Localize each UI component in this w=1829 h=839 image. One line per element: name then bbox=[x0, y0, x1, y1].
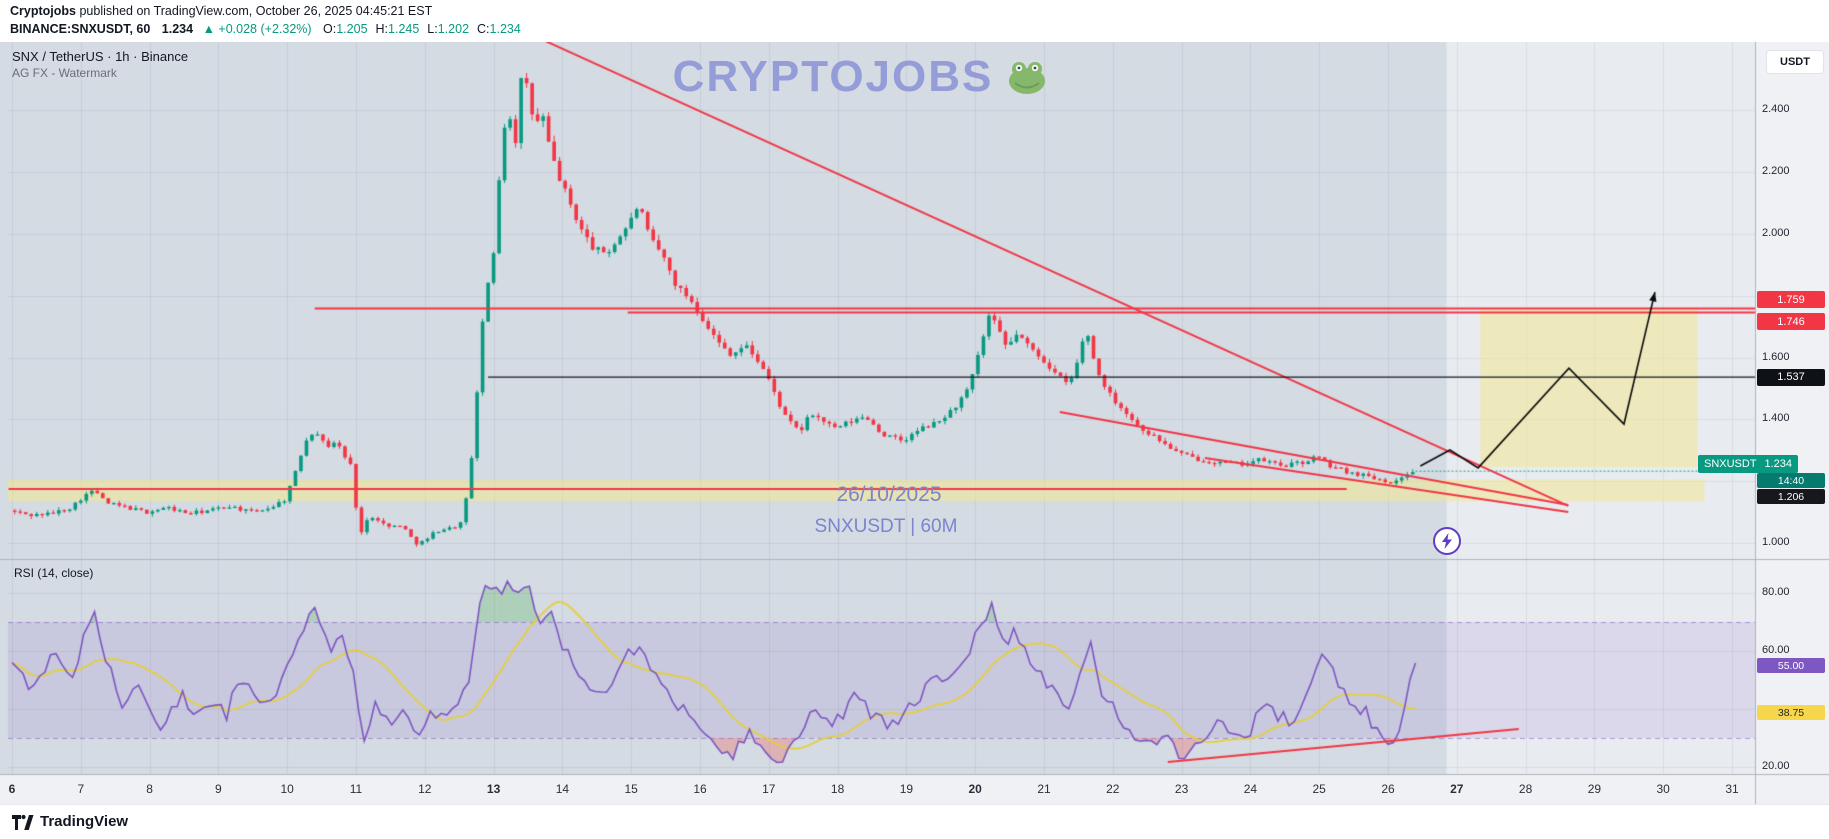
up-triangle-icon: ▲ bbox=[202, 22, 215, 36]
tradingview-logo[interactable]: TradingView bbox=[12, 812, 128, 830]
ohlc-key: L: bbox=[427, 22, 438, 36]
chart-legend: SNX / TetherUS · 1h · Binance AG FX - Wa… bbox=[12, 48, 188, 82]
annotation-symbol: SNXUSDT | 60M bbox=[814, 516, 958, 537]
time-axis[interactable] bbox=[0, 775, 1829, 805]
lightning-badge bbox=[1433, 527, 1461, 555]
symbol-title: BINANCE:SNXUSDT, 60 bbox=[10, 22, 151, 36]
symbol-info-line: BINANCE:SNXUSDT, 60 1.234 ▲ +0.028 (+2.3… bbox=[10, 22, 521, 36]
last-price: 1.234 bbox=[161, 22, 194, 36]
footer-bar: TradingView bbox=[0, 805, 1829, 839]
tradingview-brand-text: TradingView bbox=[40, 812, 129, 830]
legend-watermark-label: AG FX - Watermark bbox=[12, 66, 117, 80]
ohlc-value: 1.245 bbox=[388, 22, 420, 36]
publish-text: published on TradingView.com, October 26… bbox=[75, 4, 433, 18]
currency-button[interactable]: USDT bbox=[1766, 50, 1824, 74]
header-bar: Cryptojobs published on TradingView.com,… bbox=[0, 0, 1829, 42]
lightning-icon bbox=[1442, 533, 1452, 549]
frog-icon bbox=[1009, 62, 1046, 94]
legend-symbol: SNX / TetherUS · 1h · Binance bbox=[12, 49, 189, 64]
watermark-text: CRYPTOJOBS bbox=[672, 52, 994, 101]
ohlc-value: 1.205 bbox=[336, 22, 368, 36]
tradingview-mark-icon bbox=[12, 814, 34, 830]
ohlc-key: H: bbox=[375, 22, 389, 36]
ohlc-values: O:1.205 H:1.245 L:1.202 C:1.234 bbox=[315, 22, 521, 36]
ohlc-key: C: bbox=[477, 22, 490, 36]
chart-watermark: CRYPTOJOBS bbox=[460, 52, 1260, 102]
annotation-date: 26/10/2025 bbox=[836, 483, 942, 506]
ohlc-value: 1.234 bbox=[489, 22, 521, 36]
price-axis[interactable] bbox=[1756, 42, 1829, 775]
publish-line: Cryptojobs published on TradingView.com,… bbox=[10, 4, 432, 18]
price-change: +0.028 (+2.32%) bbox=[218, 22, 312, 36]
author-name: Cryptojobs bbox=[10, 4, 76, 18]
rsi-indicator-label: RSI (14, close) bbox=[14, 566, 94, 580]
ohlc-value: 1.202 bbox=[437, 22, 470, 36]
ohlc-key: O: bbox=[323, 22, 337, 36]
